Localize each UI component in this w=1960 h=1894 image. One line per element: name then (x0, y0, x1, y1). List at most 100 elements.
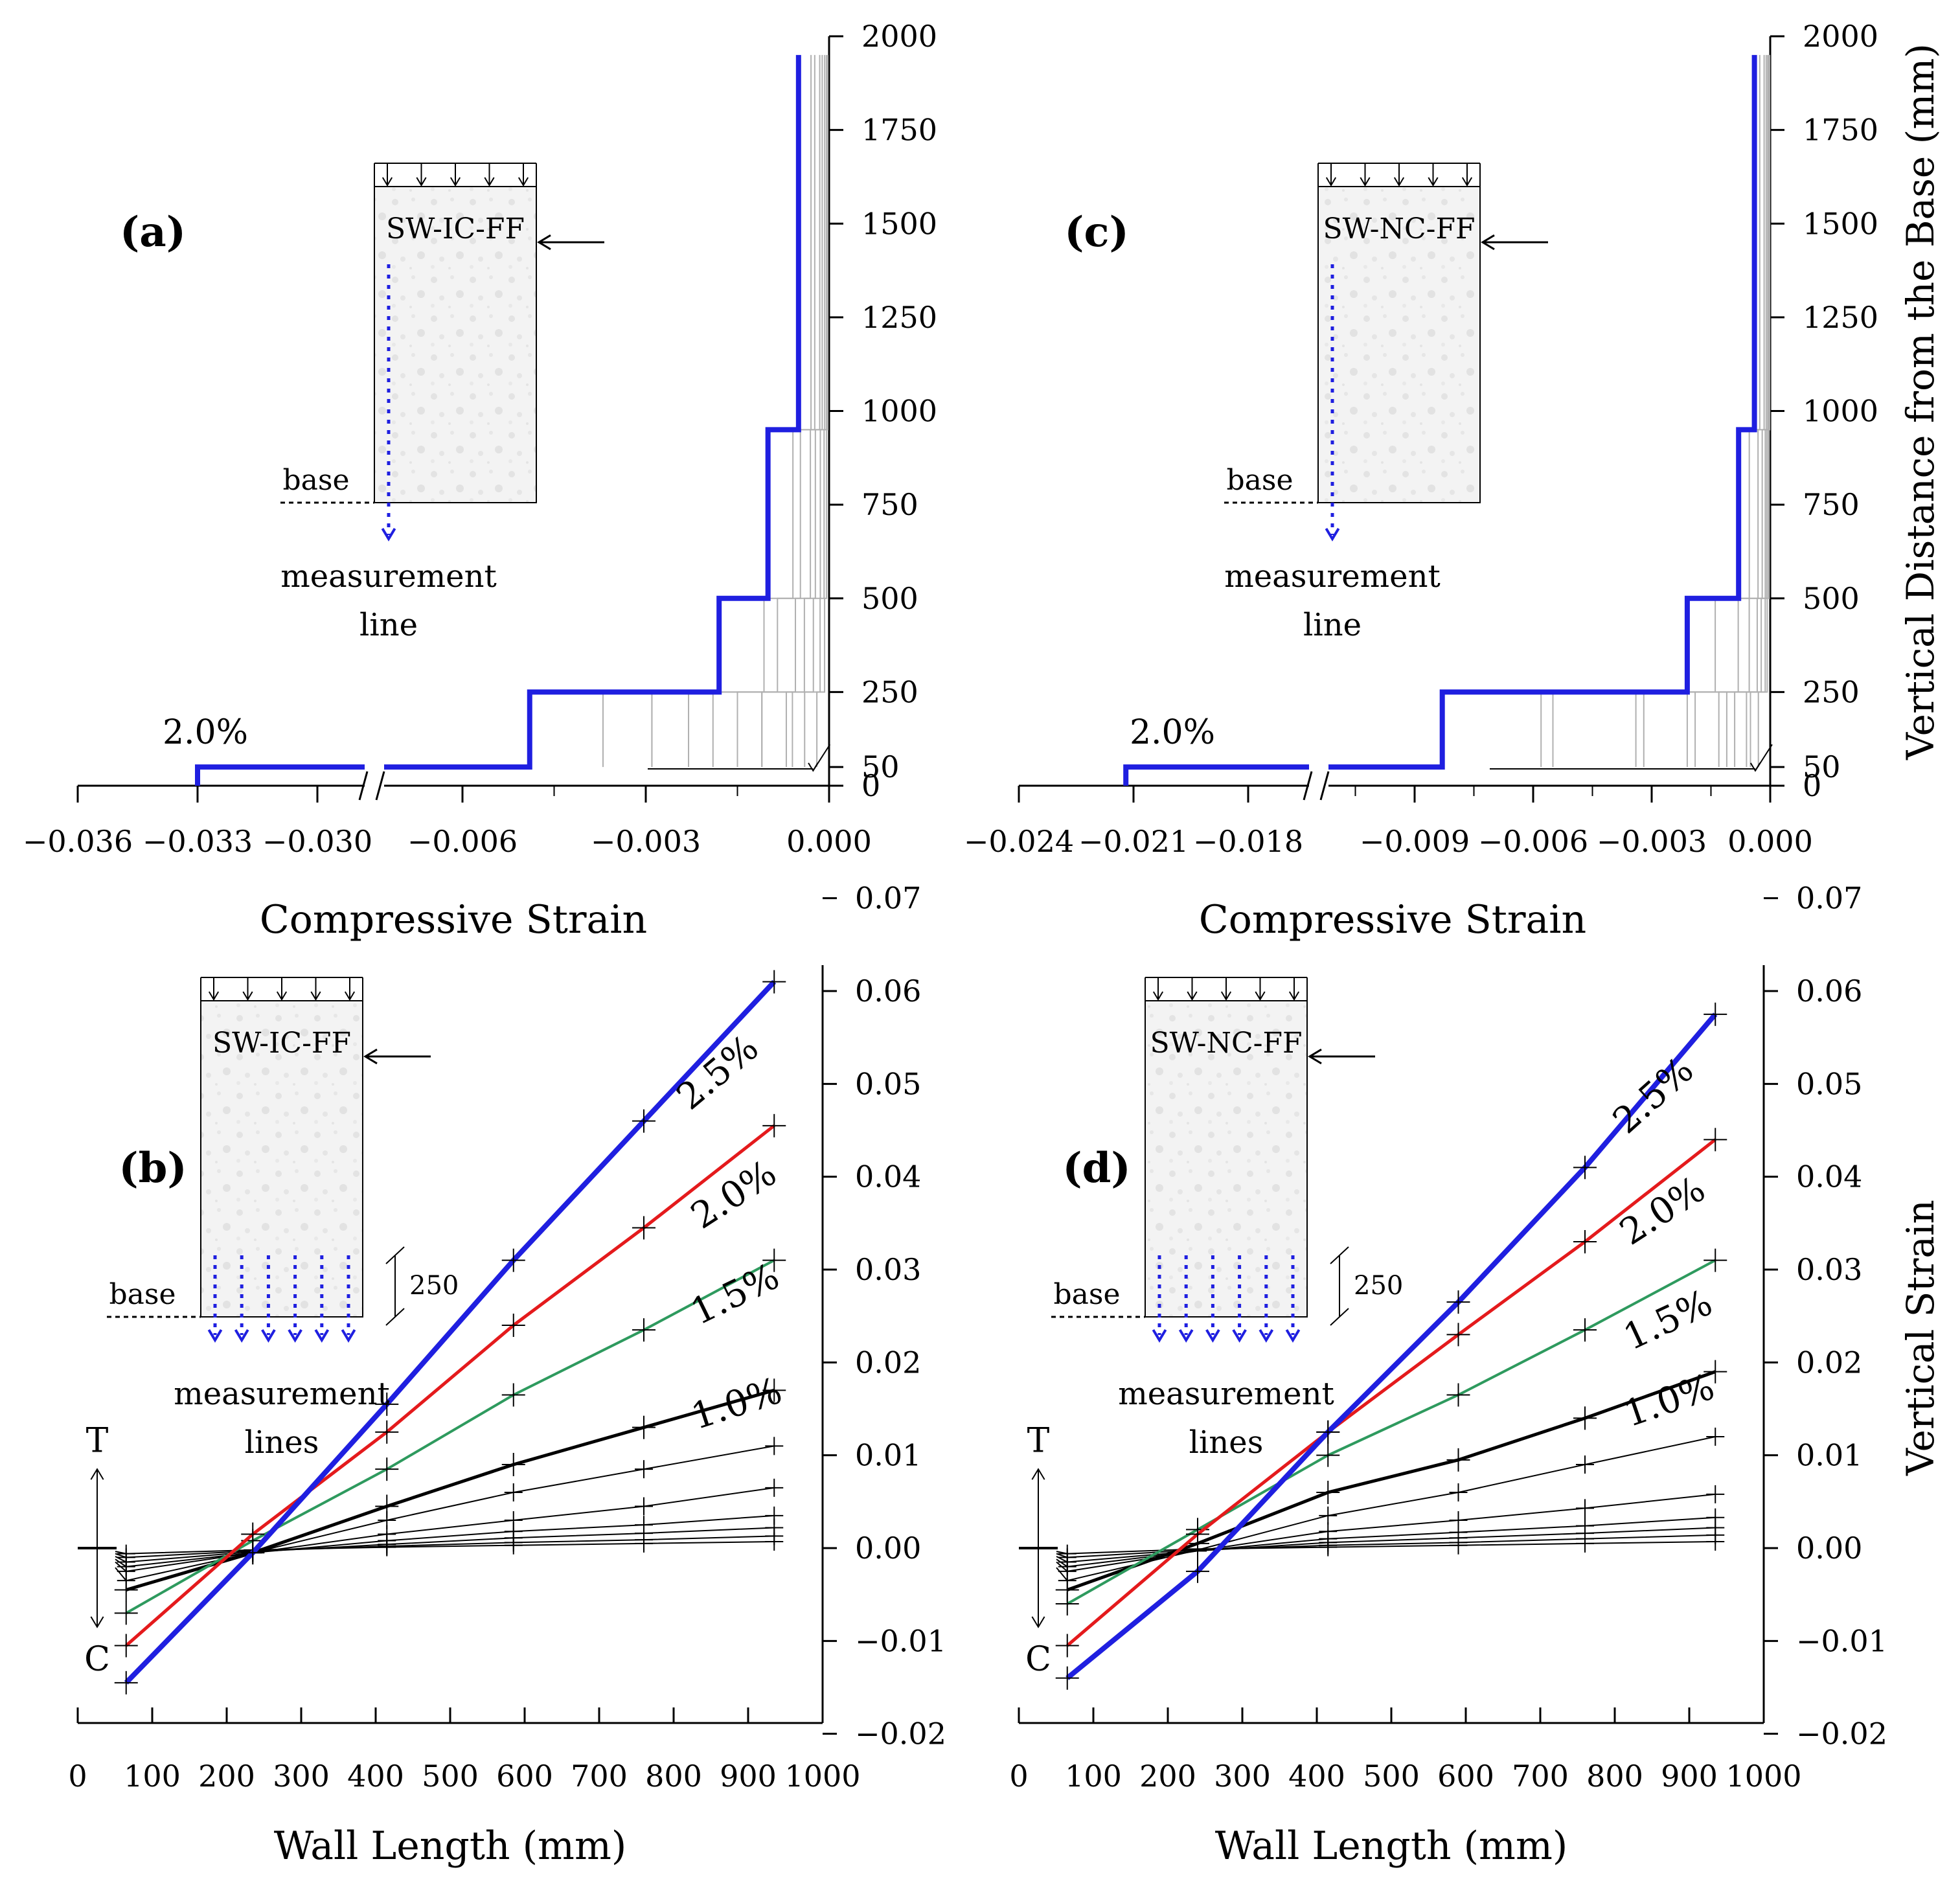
y-tick-label: 0.05 (1796, 1066, 1862, 1101)
dimension-tick (1330, 1246, 1349, 1264)
measurement-line-arrow (1325, 527, 1340, 542)
x-tick-label: 600 (496, 1759, 553, 1794)
base-label: base (109, 1278, 176, 1311)
wall-inset (1145, 1000, 1308, 1318)
specimen-label: SW-IC-FF (212, 1027, 351, 1060)
axis-break (1319, 771, 1330, 801)
measurement-line-arrow (1152, 1329, 1167, 1343)
x-tick-label: 700 (1512, 1759, 1569, 1794)
dimension-tick (1330, 1308, 1349, 1326)
measurement-line-arrow (288, 1329, 302, 1343)
panel-b: 0.07 0.06 0.05 0.04 0.03 0.02 0.01 0.00 −0.01 −0.… (68, 881, 946, 1869)
measurement-line-arrow (314, 1329, 330, 1343)
measurement-line-arrow (341, 1329, 356, 1343)
lateral-load-arrow-head (1308, 1048, 1322, 1065)
wall-inset (1317, 186, 1481, 503)
measurement-line-arrow (1205, 1329, 1220, 1343)
y-tick-label: 0 (1803, 768, 1821, 803)
panel-label: (a) (120, 208, 186, 257)
lateral-load-arrow-head (1481, 234, 1495, 251)
minor-profile (804, 54, 828, 768)
series-line-2.0%-left (195, 764, 365, 786)
y-tick-label: 2000 (861, 19, 937, 54)
series-line-2.0% (1066, 1138, 1716, 1647)
minor-series-line (115, 1540, 775, 1555)
tc-arrow-down (1031, 1616, 1045, 1628)
minor-profile (1757, 54, 1771, 768)
y-tick-label: 250 (1803, 674, 1860, 709)
y-tick-label: 1000 (861, 394, 937, 429)
x-tick-label: 400 (347, 1759, 404, 1794)
axis-break (375, 771, 385, 801)
measurement-label: measurement (280, 558, 497, 595)
y-tick-label: 0.02 (1796, 1345, 1862, 1380)
tension-label: T (1027, 1422, 1050, 1461)
measurement-line-arrow (261, 1329, 276, 1343)
dimension-label: 250 (409, 1271, 459, 1301)
pointer-arrow-head (1749, 762, 1761, 772)
y-tick-label: −0.01 (855, 1623, 946, 1658)
load-arrow-head (1152, 991, 1164, 1001)
wall-inset (374, 186, 537, 503)
x-tick-label: −0.024 (964, 824, 1074, 859)
x-tick-label: 300 (273, 1759, 330, 1794)
x-tick-label: 800 (645, 1759, 702, 1794)
axis-break (358, 771, 369, 801)
drift-label: 1.5% (685, 1255, 786, 1334)
peak-drift-label: 2.0% (1130, 713, 1215, 752)
measurement-line-arrow (1232, 1329, 1247, 1343)
load-arrow-head (450, 177, 461, 187)
y-tick-label: 0.04 (1796, 1159, 1862, 1194)
x-tick-label: 0.000 (786, 824, 872, 859)
load-arrow-head (484, 177, 495, 187)
y-tick-label: 1750 (1803, 113, 1878, 148)
base-label: base (1053, 1278, 1120, 1311)
x-tick-label: 100 (1065, 1759, 1122, 1794)
y-axis-label: Vertical Distance from the Base (mm) (1898, 43, 1943, 760)
load-arrow-head (1288, 991, 1300, 1001)
series-line-2.0% (1328, 54, 1757, 770)
x-axis-label: Wall Length (mm) (274, 1823, 627, 1869)
drift-label: 1.5% (1617, 1282, 1718, 1359)
load-arrow-head (208, 991, 220, 1001)
base-label: base (282, 464, 349, 497)
x-tick-label: −0.030 (262, 824, 372, 859)
minor-profile (785, 54, 826, 768)
drift-label: 1.0% (1619, 1366, 1720, 1436)
y-tick-label: 0.07 (1796, 881, 1862, 916)
y-axis-label: Vertical Strain (1898, 1200, 1943, 1476)
load-arrow-head (1360, 177, 1371, 187)
x-tick-label: −0.006 (407, 824, 518, 859)
lateral-load-arrow-head (537, 234, 551, 251)
measurement-line-arrow (381, 527, 396, 542)
x-tick-label: 600 (1437, 1759, 1494, 1794)
measurement-label-2: lines (1189, 1424, 1264, 1461)
dimension-label: 250 (1354, 1271, 1403, 1301)
x-tick-label: 0 (1009, 1759, 1028, 1794)
y-tick-label: 250 (861, 674, 918, 709)
measurement-line-arrow (207, 1329, 223, 1343)
measurement-line-arrow (1178, 1329, 1194, 1343)
y-tick-label: 1250 (1803, 300, 1878, 335)
load-arrow-head (242, 991, 253, 1001)
y-tick-label: 0.06 (1796, 974, 1862, 1009)
minor-profile (1718, 54, 1769, 768)
minor-profile (736, 54, 821, 768)
series-line-2.0% (384, 54, 801, 770)
x-tick-label: −0.018 (1193, 824, 1303, 859)
dimension-tick (385, 1246, 405, 1264)
panel-label: (c) (1064, 208, 1129, 257)
load-arrow-head (310, 991, 321, 1001)
series-line-2.5% (124, 979, 777, 1685)
load-arrow-head (1461, 177, 1473, 187)
y-tick-label: 1750 (861, 113, 937, 148)
lateral-load-arrow-head (363, 1048, 378, 1065)
minor-series-line (115, 1445, 775, 1582)
y-tick-label: 0.06 (855, 974, 921, 1009)
compression-label: C (1025, 1640, 1051, 1679)
y-tick-label: −0.02 (1796, 1717, 1887, 1751)
y-tick-label: 2000 (1803, 19, 1878, 54)
load-arrow-head (1187, 991, 1198, 1001)
specimen-label: SW-NC-FF (1323, 212, 1475, 245)
